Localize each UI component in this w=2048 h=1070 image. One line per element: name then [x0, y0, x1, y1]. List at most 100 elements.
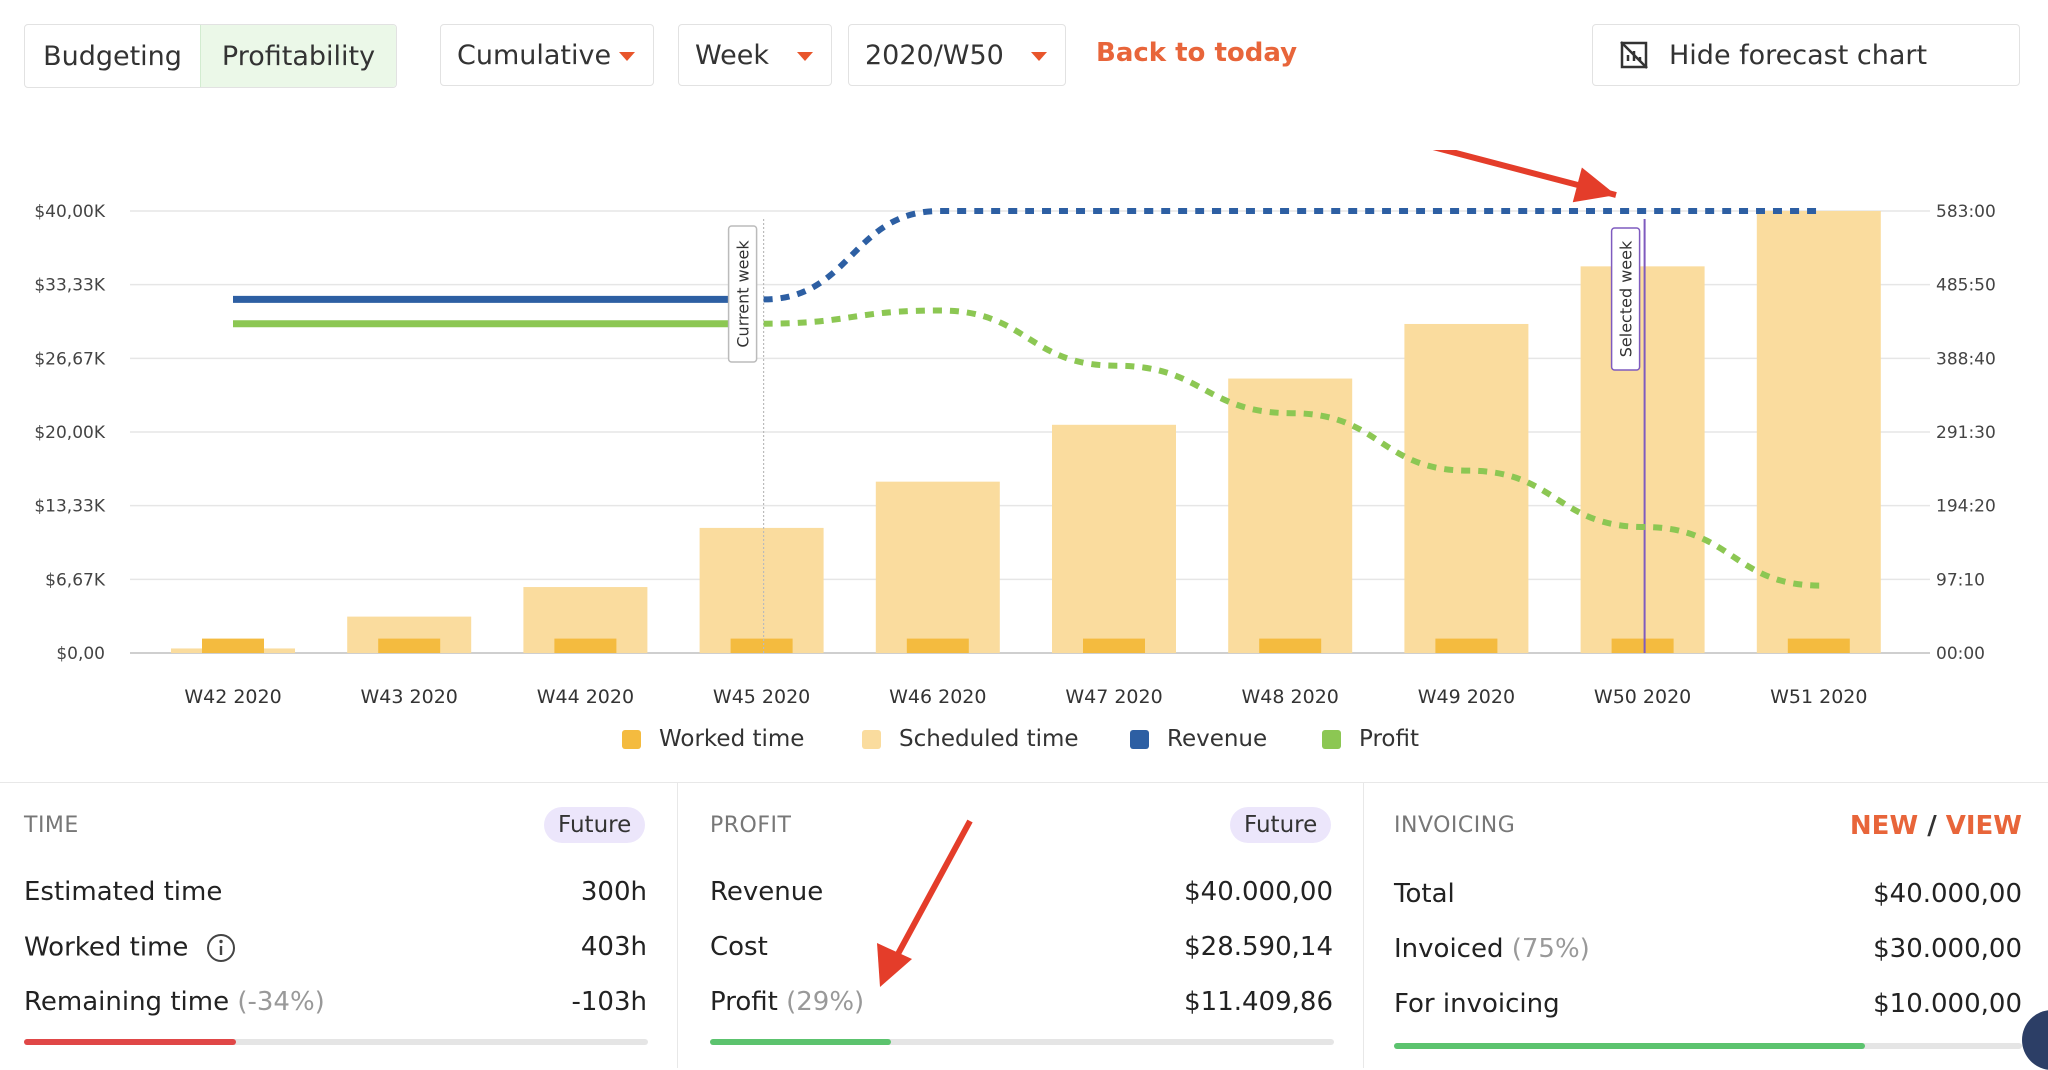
chevron-down-icon	[797, 52, 813, 61]
profit-panel: PROFIT Future Revenue $40.000,00 Cost $2…	[678, 783, 1364, 1068]
legend-swatch	[1322, 729, 1341, 749]
time-progress-bar	[24, 1039, 648, 1045]
x-tick-label: W50 2020	[1594, 686, 1691, 708]
y-left-tick-label: $33,33K	[34, 276, 105, 296]
time-progress-fill	[24, 1039, 237, 1045]
annotation-arrow-head	[877, 943, 912, 987]
invoicing-progress-bar	[1394, 1043, 2022, 1049]
estimated-time-value: 300h	[580, 877, 647, 907]
legend-swatch	[862, 729, 881, 749]
x-tick-label: W49 2020	[1418, 686, 1515, 708]
annotation-arrow-profit	[877, 819, 973, 987]
worked-bar	[730, 638, 793, 653]
worked-bar	[554, 638, 617, 653]
hide-forecast-chart-button[interactable]: Hide forecast chart	[1592, 24, 2020, 86]
worked-bar	[202, 638, 264, 653]
revenue-value: $40.000,00	[1184, 877, 1333, 907]
period-dropdown[interactable]: Week	[678, 24, 832, 86]
for-invoicing-label: For invoicing	[1394, 989, 1560, 1019]
profit-progress-bar	[710, 1039, 1334, 1045]
week-dropdown[interactable]: 2020/W50	[848, 24, 1066, 86]
legend-label: Scheduled time	[899, 726, 1079, 752]
remaining-time-value: -103h	[571, 987, 648, 1017]
week-dropdown-value: 2020/W50	[865, 39, 1004, 71]
profit-forecast-line	[763, 307, 1821, 589]
x-tick-label: W51 2020	[1770, 686, 1867, 708]
current-week-marker-label: Current week	[734, 240, 753, 348]
worked-bar	[1611, 638, 1674, 653]
y-right-tick-label: 291:30	[1936, 423, 1996, 443]
invoicing-panel: INVOICING NEW / VIEW Total $40.000,00 In…	[1364, 783, 2048, 1068]
invoicing-progress-fill	[1394, 1043, 1865, 1049]
estimated-time-label: Estimated time	[24, 877, 223, 907]
worked-bar	[378, 638, 441, 653]
scheduled-bar	[699, 527, 824, 653]
time-panel: TIME Future Estimated time 300h Worked t…	[0, 783, 678, 1068]
legend-scheduled-time: Scheduled time	[862, 726, 1079, 752]
tab-budgeting[interactable]: Budgeting	[43, 40, 182, 72]
forecast-chart: $0,00 00:00 $6,67K 97:10 $13,33K 194:20 $20,00…	[34, 150, 1996, 708]
status-badge: Future	[1230, 807, 1332, 843]
profit-progress-fill	[710, 1039, 891, 1045]
x-tick-label: W47 2020	[1065, 686, 1162, 708]
x-tick-label: W48 2020	[1242, 686, 1339, 708]
view-invoices-link[interactable]: VIEW	[1945, 811, 2022, 841]
panel-title: TIME	[24, 813, 79, 838]
new-invoice-link[interactable]: NEW	[1849, 811, 1919, 841]
status-badge: Future	[544, 807, 646, 843]
current-week-marker-box	[727, 225, 758, 363]
annotation-arrow-line	[889, 819, 973, 967]
revenue-label: Revenue	[710, 877, 824, 907]
scheduled-bar	[1052, 424, 1176, 653]
panel-title: INVOICING	[1394, 813, 1516, 838]
legend-label: Worked time	[659, 726, 805, 752]
link-separator: /	[1927, 811, 1937, 841]
for-invoicing-value: $10.000,00	[1873, 989, 2022, 1019]
panel-title: PROFIT	[710, 813, 792, 838]
legend-label: Revenue	[1167, 726, 1268, 752]
legend-label: Profit	[1359, 726, 1419, 752]
annotation-arrow-head	[1572, 167, 1616, 203]
mode-dropdown[interactable]: Cumulative	[440, 24, 654, 86]
worked-time-value: 403h	[580, 932, 647, 962]
cost-value: $28.590,14	[1184, 932, 1333, 962]
y-right-tick-label: 97:10	[1936, 570, 1985, 590]
invoiced-label: Invoiced (75%)	[1394, 934, 1590, 964]
y-left-tick-label: $0,00	[56, 644, 105, 664]
legend-worked-time: Worked time	[622, 726, 804, 752]
worked-bar	[1083, 638, 1145, 653]
scheduled-bar	[1404, 323, 1529, 653]
no-chart-icon	[1620, 41, 1648, 69]
y-right-tick-label: 388:40	[1936, 349, 1996, 369]
worked-bar	[1435, 638, 1498, 653]
worked-bar	[906, 638, 969, 653]
y-left-tick-label: $13,33K	[34, 497, 105, 517]
legend-swatch	[1130, 729, 1149, 749]
invoiced-value: $30.000,00	[1873, 934, 2022, 964]
x-tick-label: W42 2020	[184, 686, 281, 708]
profit-value: $11.409,86	[1184, 987, 1333, 1017]
back-to-today-link[interactable]: Back to today	[1096, 38, 1298, 68]
y-right-tick-label: 485:50	[1936, 276, 1996, 296]
y-left-tick-label: $40,00K	[34, 202, 105, 222]
total-value: $40.000,00	[1873, 879, 2022, 909]
x-tick-label: W44 2020	[537, 686, 634, 708]
y-right-tick-label: 583:00	[1936, 202, 1996, 222]
worked-bar	[1787, 638, 1850, 653]
scheduled-bar	[1580, 266, 1705, 653]
tab-profitability[interactable]: Profitability	[200, 25, 396, 87]
worked-bar	[1259, 638, 1322, 653]
worked-time-label: Worked time	[24, 932, 237, 964]
remaining-time-label: Remaining time (-34%)	[24, 987, 325, 1017]
info-icon[interactable]	[205, 932, 237, 964]
y-left-tick-label: $26,67K	[34, 349, 105, 369]
revenue-forecast-line	[763, 208, 1821, 303]
cost-label: Cost	[710, 932, 768, 962]
x-tick-label: W45 2020	[713, 686, 810, 708]
y-right-tick-label: 00:00	[1936, 644, 1985, 664]
y-left-tick-label: $20,00K	[34, 423, 105, 443]
summary-panels: TIME Future Estimated time 300h Worked t…	[0, 782, 2048, 1068]
chart-legend: Worked time Scheduled time Revenue Profi…	[0, 726, 2048, 756]
legend-revenue: Revenue	[1130, 726, 1267, 752]
x-tick-label: W43 2020	[361, 686, 458, 708]
